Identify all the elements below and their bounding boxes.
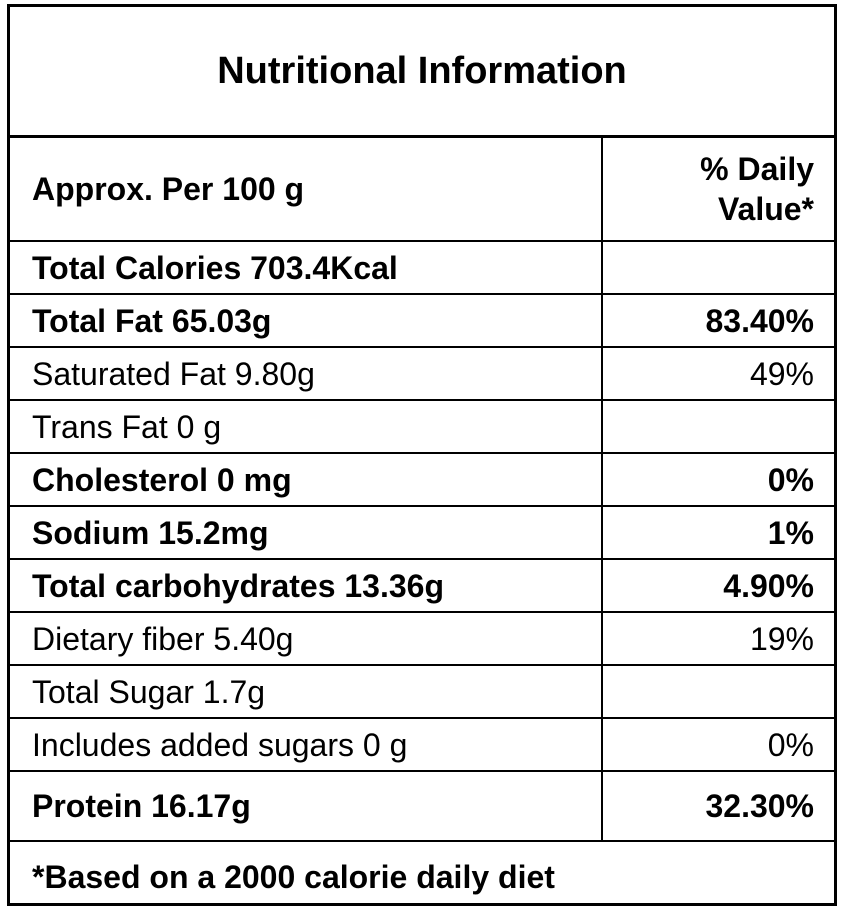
panel-title: Nutritional Information xyxy=(10,7,834,138)
table-row: Cholesterol 0 mg 0% xyxy=(10,453,834,507)
table-row: Total Fat 65.03g 83.40% xyxy=(10,294,834,348)
nutrient-label: Sodium 15.2mg xyxy=(10,506,602,560)
nutrient-label: Total Calories 703.4Kcal xyxy=(10,241,602,295)
table-row: Includes added sugars 0 g 0% xyxy=(10,718,834,772)
table-row: Total Calories 703.4Kcal xyxy=(10,241,834,295)
nutrient-label: Dietary fiber 5.40g xyxy=(10,612,602,666)
nutrient-label: Total carbohydrates 13.36g xyxy=(10,559,602,613)
nutrient-label: Cholesterol 0 mg xyxy=(10,453,602,507)
nutrient-label: Total Fat 65.03g xyxy=(10,294,602,348)
daily-value xyxy=(601,241,834,295)
table-row: Sodium 15.2mg 1% xyxy=(10,506,834,560)
serving-size-header: Approx. Per 100 g xyxy=(10,138,602,242)
table-header-row: Approx. Per 100 g % Daily Value* xyxy=(10,138,834,242)
daily-value: 32.30% xyxy=(601,771,834,842)
footnote: *Based on a 2000 calorie daily diet xyxy=(32,859,555,895)
daily-value: 19% xyxy=(601,612,834,666)
daily-value: 0% xyxy=(601,453,834,507)
nutrient-label: Total Sugar 1.7g xyxy=(10,665,602,719)
nutrient-table: Approx. Per 100 g % Daily Value* Total C… xyxy=(10,138,834,842)
nutrient-label: Trans Fat 0 g xyxy=(10,400,602,454)
daily-value xyxy=(601,400,834,454)
table-row: Total Sugar 1.7g xyxy=(10,665,834,719)
nutrition-facts-panel: Nutritional Information Approx. Per 100 … xyxy=(7,4,837,906)
table-row: Dietary fiber 5.40g 19% xyxy=(10,612,834,666)
nutrient-label: Includes added sugars 0 g xyxy=(10,718,602,772)
daily-value: 0% xyxy=(601,718,834,772)
daily-value xyxy=(601,665,834,719)
table-row: Total carbohydrates 13.36g 4.90% xyxy=(10,559,834,613)
table-row: Saturated Fat 9.80g 49% xyxy=(10,347,834,401)
daily-value: 49% xyxy=(601,347,834,401)
nutrient-label: Protein 16.17g xyxy=(10,771,602,842)
daily-value-header: % Daily Value* xyxy=(601,138,834,242)
daily-value: 1% xyxy=(601,506,834,560)
daily-value: 83.40% xyxy=(601,294,834,348)
nutrient-label: Saturated Fat 9.80g xyxy=(10,347,602,401)
table-row: Protein 16.17g 32.30% xyxy=(10,771,834,842)
table-row: Trans Fat 0 g xyxy=(10,400,834,454)
daily-value: 4.90% xyxy=(601,559,834,613)
